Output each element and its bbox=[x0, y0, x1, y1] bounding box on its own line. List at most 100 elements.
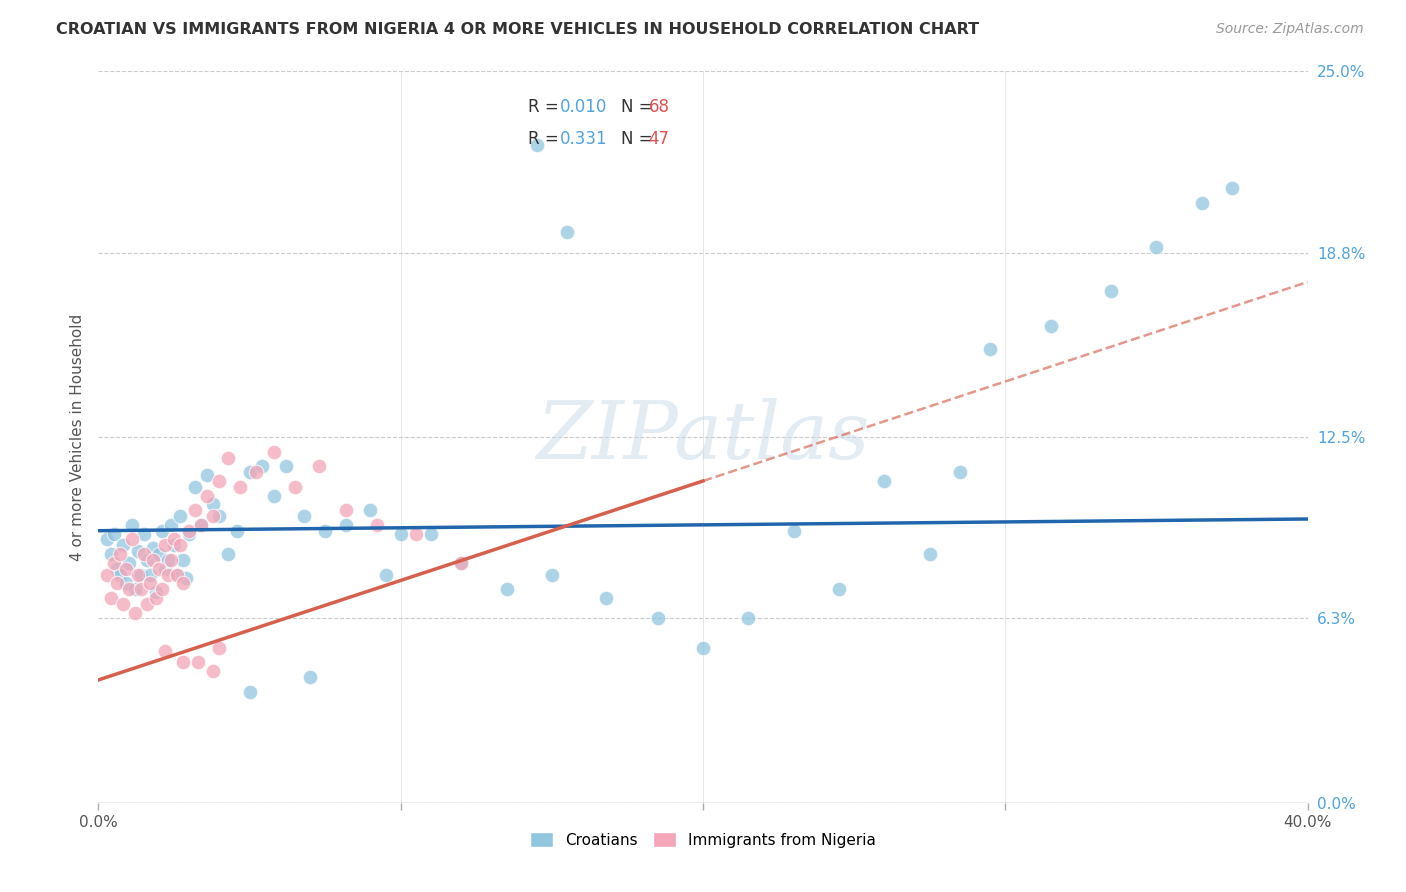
Point bbox=[226, 524, 249, 538]
Text: 0.331: 0.331 bbox=[561, 130, 607, 148]
Point bbox=[129, 567, 152, 582]
Point bbox=[299, 670, 322, 684]
Point bbox=[118, 556, 141, 570]
Point bbox=[245, 465, 267, 479]
Text: ZIPatlas: ZIPatlas bbox=[536, 399, 870, 475]
Point bbox=[389, 526, 412, 541]
Point bbox=[184, 480, 207, 494]
Point bbox=[190, 517, 212, 532]
Point bbox=[420, 526, 443, 541]
Point bbox=[148, 562, 170, 576]
Point bbox=[450, 556, 472, 570]
Point bbox=[1191, 196, 1213, 211]
Point bbox=[169, 538, 191, 552]
Point bbox=[156, 567, 179, 582]
Point bbox=[873, 474, 896, 488]
Point bbox=[114, 576, 136, 591]
Point bbox=[828, 582, 851, 597]
Point bbox=[692, 640, 714, 655]
Text: N =: N = bbox=[621, 98, 658, 116]
Point bbox=[179, 524, 201, 538]
Point bbox=[202, 497, 225, 511]
Point bbox=[111, 597, 134, 611]
Text: R =: R = bbox=[527, 98, 564, 116]
Point bbox=[172, 576, 194, 591]
Point bbox=[150, 582, 173, 597]
Text: Source: ZipAtlas.com: Source: ZipAtlas.com bbox=[1216, 22, 1364, 37]
Point bbox=[132, 547, 155, 561]
Point bbox=[166, 567, 188, 582]
Point bbox=[100, 547, 122, 561]
Point bbox=[217, 547, 239, 561]
Text: CROATIAN VS IMMIGRANTS FROM NIGERIA 4 OR MORE VEHICLES IN HOUSEHOLD CORRELATION : CROATIAN VS IMMIGRANTS FROM NIGERIA 4 OR… bbox=[56, 22, 980, 37]
Point bbox=[229, 480, 252, 494]
Point bbox=[121, 533, 143, 547]
Point bbox=[105, 576, 128, 591]
Point bbox=[217, 450, 239, 465]
Point bbox=[263, 489, 285, 503]
Point bbox=[208, 509, 231, 524]
Point bbox=[979, 343, 1001, 357]
Point bbox=[918, 547, 941, 561]
Point bbox=[405, 526, 427, 541]
Text: N =: N = bbox=[621, 130, 658, 148]
Point bbox=[96, 533, 118, 547]
Point bbox=[132, 526, 155, 541]
Point bbox=[540, 567, 562, 582]
Point bbox=[949, 465, 972, 479]
Point bbox=[172, 553, 194, 567]
Point bbox=[526, 137, 548, 152]
Point bbox=[495, 582, 517, 597]
Point bbox=[153, 562, 176, 576]
Point bbox=[263, 444, 285, 458]
Point bbox=[142, 553, 165, 567]
Point bbox=[135, 553, 157, 567]
Text: 68: 68 bbox=[648, 98, 669, 116]
Point bbox=[103, 556, 125, 570]
Point bbox=[737, 611, 759, 625]
Point bbox=[148, 547, 170, 561]
Point bbox=[121, 517, 143, 532]
Point bbox=[783, 524, 806, 538]
Point bbox=[166, 567, 188, 582]
Point bbox=[239, 684, 262, 698]
Point bbox=[195, 468, 218, 483]
Point bbox=[1099, 284, 1122, 298]
Point bbox=[111, 538, 134, 552]
Point bbox=[100, 591, 122, 605]
Point bbox=[595, 591, 617, 605]
Point bbox=[142, 541, 165, 556]
Point bbox=[184, 503, 207, 517]
Point bbox=[335, 503, 357, 517]
Point bbox=[292, 509, 315, 524]
Text: R =: R = bbox=[527, 130, 564, 148]
Point bbox=[169, 509, 191, 524]
Point bbox=[174, 570, 197, 584]
Point bbox=[187, 656, 209, 670]
Point bbox=[374, 567, 396, 582]
Point bbox=[647, 611, 669, 625]
Point bbox=[1220, 181, 1243, 195]
Point bbox=[366, 517, 388, 532]
Point bbox=[555, 225, 578, 239]
Point bbox=[274, 459, 297, 474]
Point bbox=[139, 576, 162, 591]
Point bbox=[163, 533, 186, 547]
Point bbox=[145, 591, 167, 605]
Point bbox=[160, 517, 183, 532]
Point bbox=[127, 544, 149, 558]
Point bbox=[239, 465, 262, 479]
Point bbox=[129, 582, 152, 597]
Point bbox=[108, 547, 131, 561]
Point bbox=[202, 509, 225, 524]
Point bbox=[284, 480, 307, 494]
Point bbox=[124, 606, 146, 620]
Point bbox=[153, 643, 176, 657]
Point bbox=[314, 524, 336, 538]
Point bbox=[135, 597, 157, 611]
Point bbox=[156, 553, 179, 567]
Text: 47: 47 bbox=[648, 130, 669, 148]
Point bbox=[172, 656, 194, 670]
Point bbox=[96, 567, 118, 582]
Point bbox=[1144, 240, 1167, 254]
